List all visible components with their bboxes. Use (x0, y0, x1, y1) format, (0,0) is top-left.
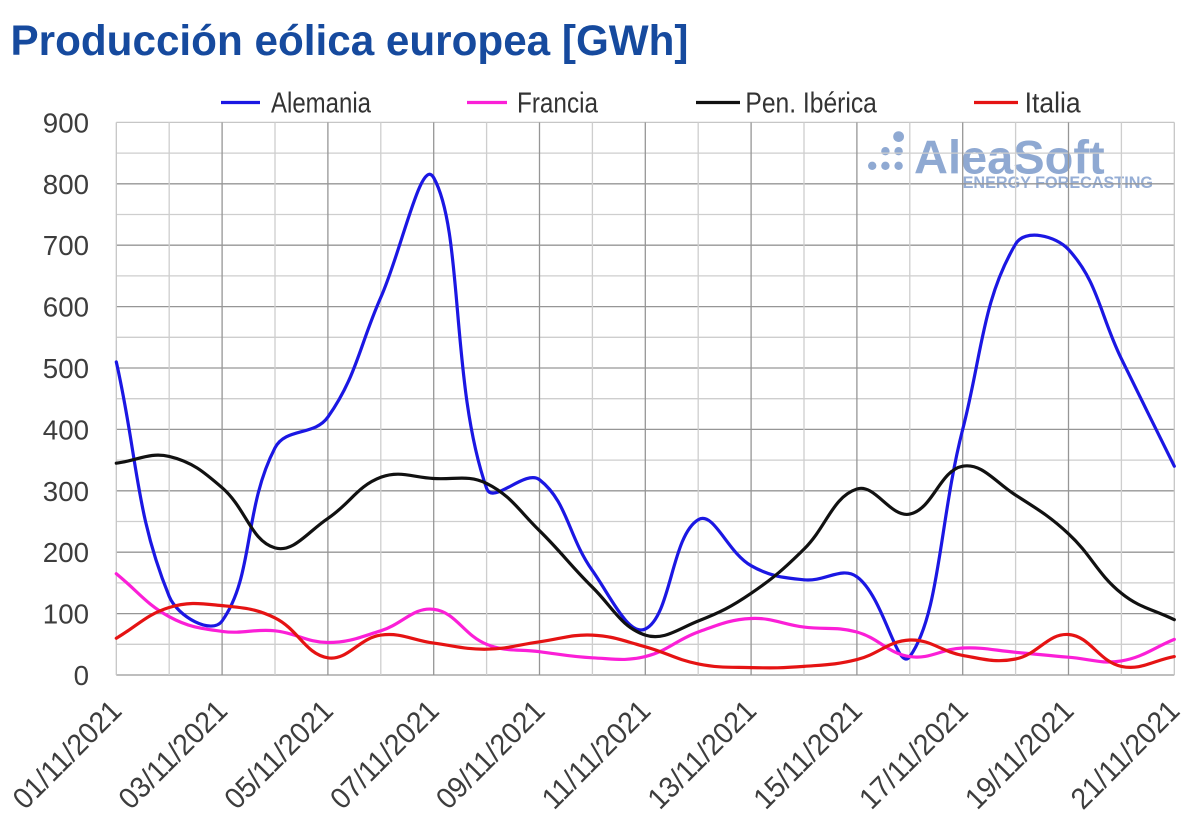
svg-text:300: 300 (43, 476, 89, 507)
svg-text:Producción eólica europea [GWh: Producción eólica europea [GWh] (11, 17, 689, 65)
svg-text:Italia: Italia (1025, 88, 1082, 120)
svg-text:600: 600 (43, 292, 89, 323)
svg-text:Pen. Ibérica: Pen. Ibérica (745, 88, 877, 120)
svg-text:200: 200 (43, 537, 89, 568)
svg-text:0: 0 (74, 660, 89, 691)
svg-text:ENERGY FORECASTING: ENERGY FORECASTING (963, 174, 1153, 192)
svg-text:500: 500 (43, 353, 89, 384)
svg-text:700: 700 (43, 230, 89, 261)
svg-text:AleaSoft: AleaSoft (914, 131, 1105, 184)
svg-text:900: 900 (43, 107, 89, 138)
svg-text:400: 400 (43, 414, 89, 445)
svg-text:Alemania: Alemania (271, 88, 372, 120)
svg-text:Francia: Francia (517, 88, 599, 120)
svg-text:100: 100 (43, 599, 89, 630)
svg-text:800: 800 (43, 169, 89, 200)
